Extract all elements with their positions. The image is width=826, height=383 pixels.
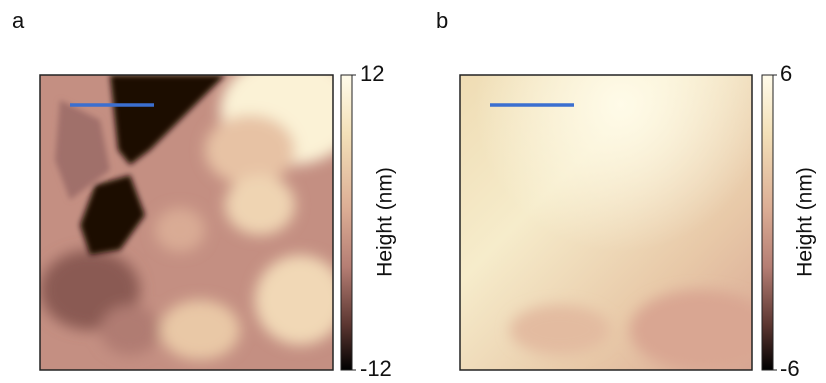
panel-label: a bbox=[12, 8, 25, 33]
colorbar-tick-label: -12 bbox=[360, 356, 392, 381]
afm-image-a bbox=[40, 75, 333, 370]
colorbar-tick-label: 6 bbox=[780, 61, 792, 86]
colorbar-label: Height (nm) bbox=[794, 167, 817, 277]
image-frame bbox=[459, 74, 753, 371]
afm-image-b bbox=[460, 75, 752, 370]
panel-label: b bbox=[436, 8, 448, 33]
colorbar bbox=[761, 74, 774, 371]
image-frame bbox=[39, 74, 334, 371]
colorbar-tick-label: 12 bbox=[360, 61, 384, 86]
colorbar-label: Height (nm) bbox=[374, 167, 397, 277]
colorbar bbox=[340, 74, 353, 371]
colorbar-tick-label: -6 bbox=[780, 356, 800, 381]
